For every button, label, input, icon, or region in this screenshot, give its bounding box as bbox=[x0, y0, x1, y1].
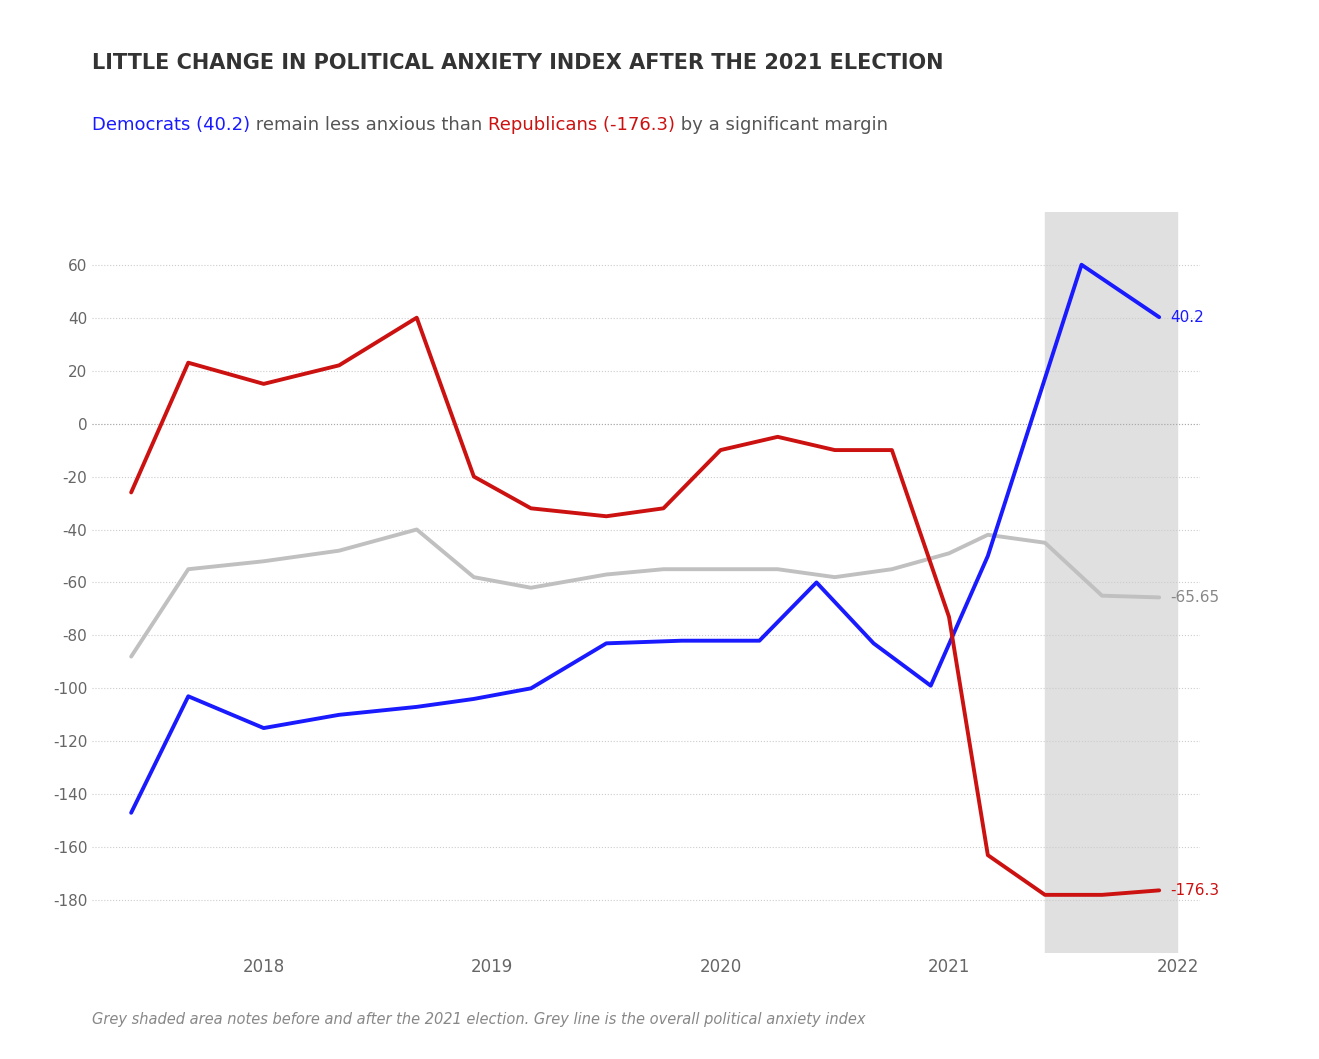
Text: Grey shaded area notes before and after the 2021 election. Grey line is the over: Grey shaded area notes before and after … bbox=[92, 1012, 865, 1027]
Text: LITTLE CHANGE IN POLITICAL ANXIETY INDEX AFTER THE 2021 ELECTION: LITTLE CHANGE IN POLITICAL ANXIETY INDEX… bbox=[92, 53, 944, 73]
Text: Democrats (40.2): Democrats (40.2) bbox=[92, 116, 251, 134]
Text: Republicans (-176.3): Republicans (-176.3) bbox=[488, 116, 675, 134]
Text: -176.3: -176.3 bbox=[1170, 883, 1220, 898]
Text: by a significant margin: by a significant margin bbox=[675, 116, 889, 134]
Text: -65.65: -65.65 bbox=[1170, 590, 1220, 605]
Text: 40.2: 40.2 bbox=[1170, 309, 1204, 325]
Text: remain less anxious than: remain less anxious than bbox=[251, 116, 488, 134]
Bar bbox=[1045, 212, 1178, 953]
